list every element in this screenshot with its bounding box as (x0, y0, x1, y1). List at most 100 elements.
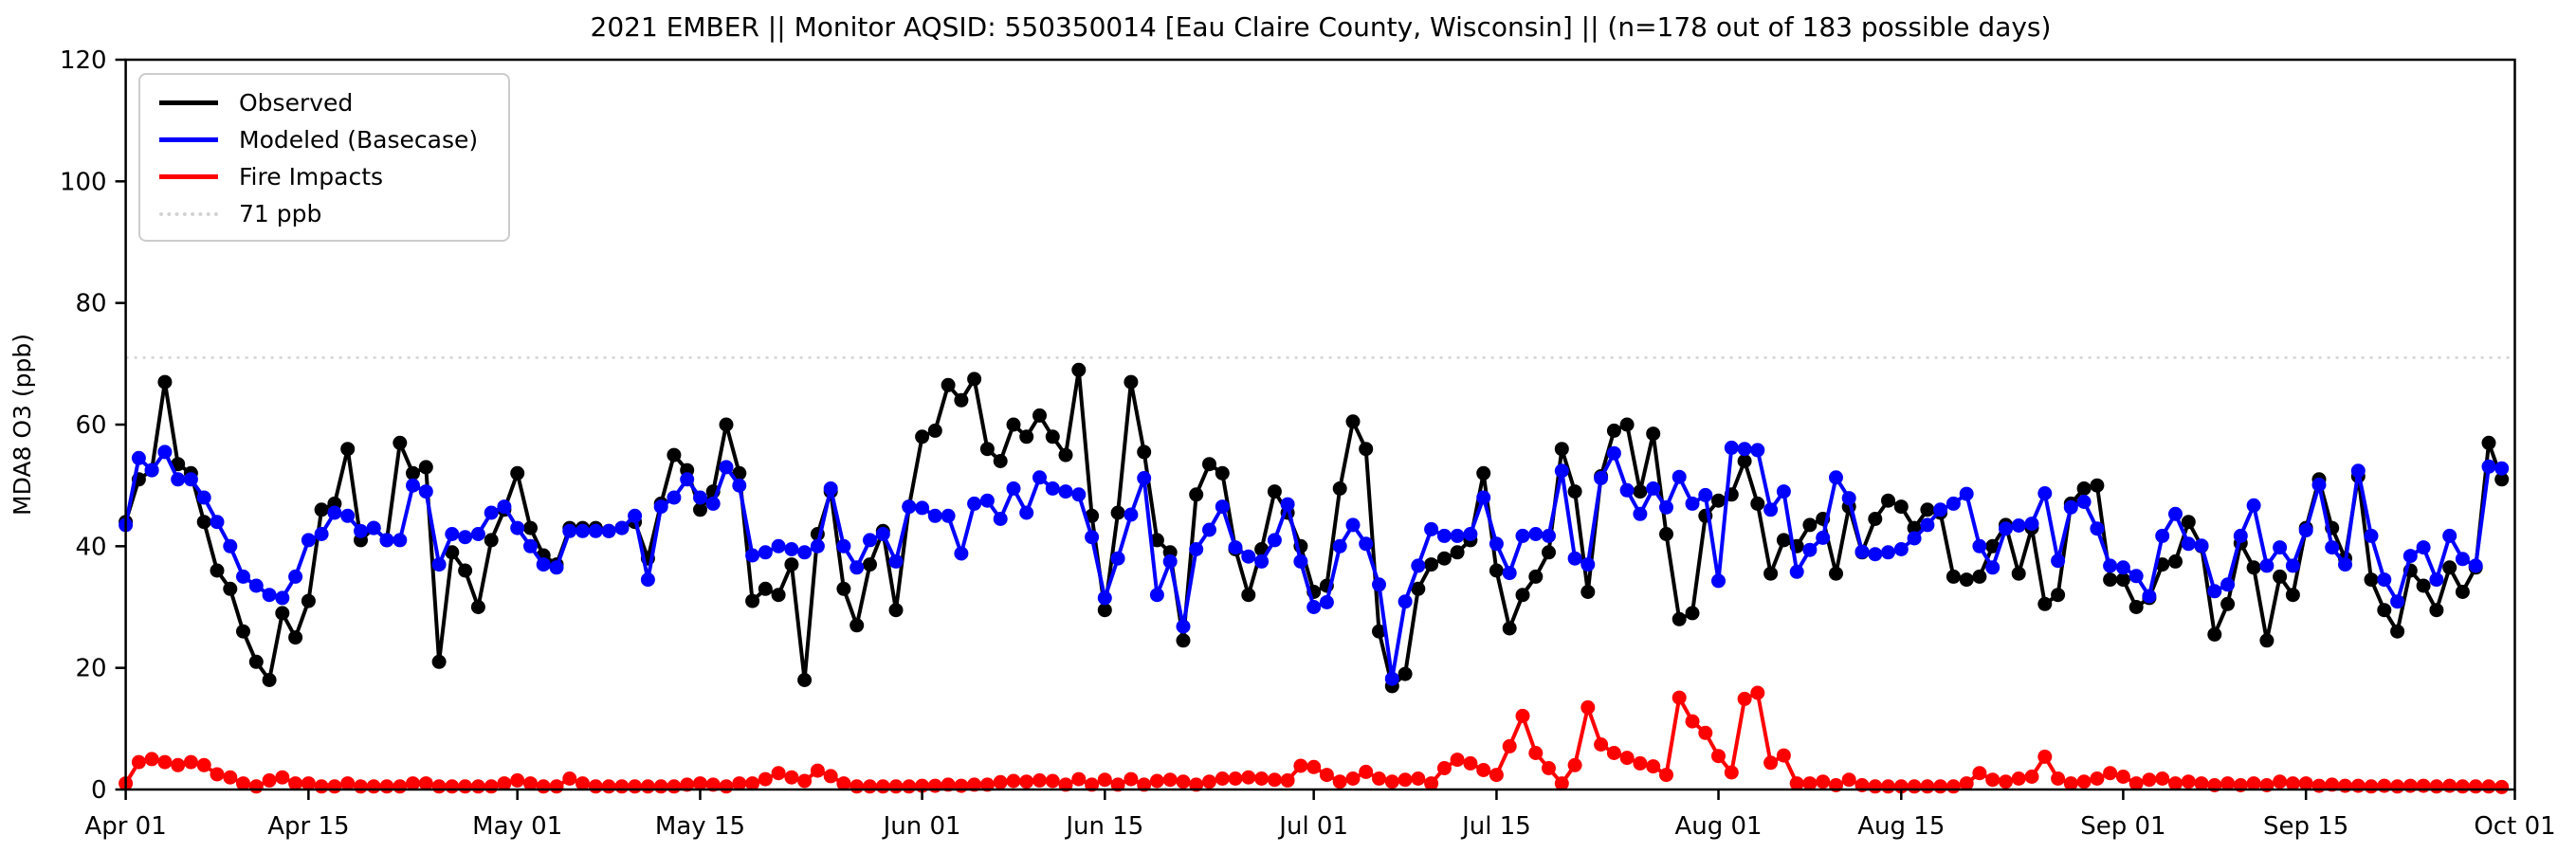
observed-line-marker (836, 581, 851, 596)
observed-line-marker (797, 673, 813, 687)
fire-impacts-line-marker (1685, 714, 1700, 729)
fire-impacts-line-marker (653, 779, 668, 794)
modeled-line-marker (510, 520, 525, 535)
observed-line-marker (758, 581, 773, 596)
modeled-line-marker (2259, 558, 2275, 573)
observed-line-marker (1985, 538, 2001, 554)
fire-impacts-line-marker (1672, 690, 1687, 705)
fire-impacts-line-marker (497, 776, 512, 791)
legend-label-71ppb: 71 ppb (239, 200, 322, 227)
observed-line-marker (1580, 585, 1596, 599)
fire-impacts-line-marker (1698, 725, 1713, 740)
x-tick-label: Jul 15 (1460, 812, 1531, 841)
modeled-line-marker (1920, 517, 1935, 533)
modeled-line-marker (2246, 498, 2261, 513)
observed-line-marker (927, 423, 942, 438)
fire-impacts-line-marker (1384, 774, 1399, 789)
fire-impacts-line-marker (1450, 753, 1465, 768)
modeled-line-marker (2468, 558, 2483, 573)
observed-line-marker (1149, 533, 1164, 548)
modeled-line-marker (1542, 528, 1556, 543)
observed-line-marker (196, 515, 211, 530)
fire-impacts-line-marker (1332, 774, 1347, 789)
fire-impacts-line-marker (1293, 758, 1308, 773)
fire-impacts-line-marker (1999, 774, 2013, 789)
observed-line-marker (2207, 626, 2222, 642)
modeled-line-marker (2128, 569, 2144, 584)
observed-line-marker (275, 606, 290, 621)
fire-impacts-line-marker (1398, 772, 1413, 788)
observed-line-marker (418, 460, 433, 475)
observed-line-marker (1359, 442, 1374, 457)
fire-impacts-line-marker (301, 776, 316, 791)
modeled-line-marker (653, 499, 668, 515)
fire-impacts-line-marker (1097, 772, 1112, 788)
observed-line-marker (2128, 600, 2144, 614)
modeled-line-marker (1672, 469, 1687, 484)
observed-line-marker (157, 374, 173, 390)
observed-line-marker (2285, 588, 2300, 603)
modeled-line-marker (1176, 619, 1191, 634)
modeled-line-marker (836, 538, 851, 554)
modeled-line-marker (719, 460, 734, 475)
modeled-line-marker (902, 499, 917, 515)
fire-impacts-line-marker (484, 779, 499, 794)
observed-line-marker (1881, 493, 1895, 508)
fire-impacts-line-marker (2063, 776, 2078, 791)
modeled-line-marker (875, 527, 890, 541)
observed-line-marker (1606, 423, 1621, 438)
observed-line-marker (406, 465, 420, 481)
fire-impacts-line-marker (1816, 774, 1831, 789)
observed-line-marker (1868, 512, 1883, 526)
fire-impacts-line-marker (1189, 777, 1204, 792)
fire-impacts-line-marker (275, 770, 290, 785)
fire-impacts-line-marker (979, 777, 995, 792)
observed-line-marker (941, 377, 956, 392)
observed-line-marker (1685, 606, 1700, 621)
fire-impacts-line-marker (1359, 764, 1374, 779)
modeled-line-marker (1633, 506, 1648, 521)
modeled-line-marker (2207, 584, 2222, 599)
observed-line-marker (1489, 563, 1504, 578)
observed-line-marker (288, 630, 303, 645)
fire-impacts-line-marker (719, 779, 734, 794)
observed-line-marker (2168, 554, 2183, 569)
observed-line-marker (2481, 435, 2496, 450)
fire-impacts-line-marker (1881, 779, 1895, 794)
fire-impacts-line-marker (379, 779, 394, 794)
observed-line-marker (993, 454, 1008, 468)
fire-impacts-line-marker (888, 779, 904, 794)
fire-impacts-line-marker (1228, 771, 1243, 786)
modeled-line-marker (1881, 545, 1895, 560)
fire-impacts-line-marker (418, 776, 433, 791)
fire-impacts-line-marker (2051, 771, 2066, 786)
fire-impacts-line-marker (601, 779, 616, 794)
observed-line-marker (1737, 454, 1752, 468)
x-tick-label: Oct 01 (2474, 812, 2555, 841)
fire-impacts-line-marker (2128, 776, 2144, 791)
fire-impacts-line-marker (314, 779, 329, 794)
fire-impacts-line-marker (1646, 759, 1661, 774)
modeled-line-marker (1737, 442, 1752, 457)
fire-impacts-line-marker (157, 754, 173, 770)
fire-impacts-line-marker (1085, 777, 1100, 792)
observed-line-marker (1659, 527, 1673, 541)
modeled-line-marker (680, 472, 695, 487)
fire-impacts-line-marker (836, 776, 851, 791)
modeled-line-marker (2011, 518, 2026, 533)
modeled-line-marker (340, 508, 356, 523)
fire-impacts-line-marker (863, 779, 877, 794)
modeled-line-marker (366, 520, 381, 535)
fire-impacts-line-marker (797, 773, 813, 789)
modeled-line-marker (236, 569, 250, 584)
modeled-line-marker (288, 569, 303, 584)
observed-line-swatch (159, 100, 218, 105)
observed-line-marker (2494, 472, 2510, 487)
fire-impacts-line-marker (1763, 755, 1779, 771)
observed-line-marker (1137, 445, 1152, 460)
modeled-line-marker (1162, 554, 1178, 569)
observed-line-marker (1097, 603, 1112, 618)
modeled-line-marker (431, 557, 447, 572)
observed-line-marker (1542, 545, 1556, 560)
observed-line-marker (888, 603, 904, 618)
